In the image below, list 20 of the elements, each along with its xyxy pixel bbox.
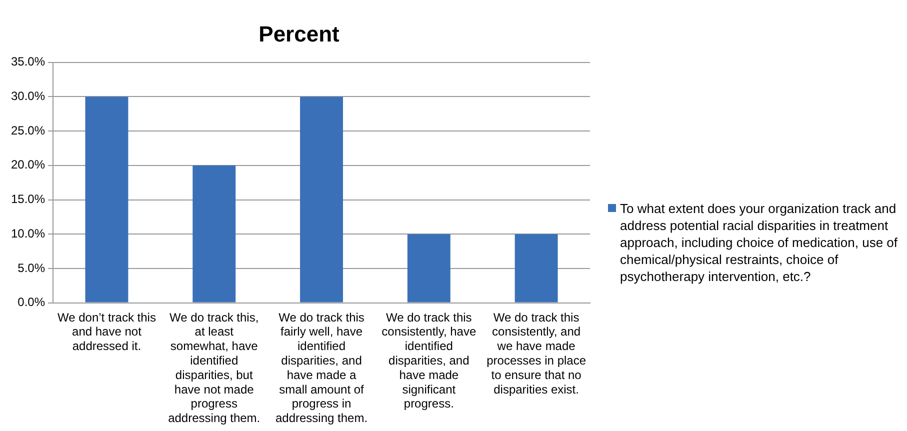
bar <box>407 234 450 302</box>
bar <box>300 96 343 302</box>
bar <box>192 165 236 302</box>
bar <box>514 234 558 302</box>
y-tick-label: 5.0% <box>18 260 46 275</box>
x-tick-label: We do track this, at least somewhat, have identified disparities, but have not made progress addressing them. <box>168 310 260 426</box>
y-tick-label: 25.0% <box>10 123 46 138</box>
y-tick-label: 15.0% <box>10 192 46 206</box>
y-tick-label: 30.0% <box>10 89 46 104</box>
legend-label: To what extent does your organization track and address potential racial disparities in treatment approach, including choice of medication, use of chemical/physical restraints, choice of psychotherapy intervention, etc.? <box>620 200 899 285</box>
x-tick-label: We do track this consistently, and we have made processes in place to ensure that no disparities exist. <box>486 310 586 396</box>
y-tick-label: 35.0% <box>10 54 46 69</box>
bar <box>85 96 128 302</box>
chart-title: Percent <box>258 21 340 46</box>
x-tick-label: We don’t track this and have not addressed it. <box>57 310 156 354</box>
y-tick-label: 20.0% <box>10 158 46 172</box>
x-tick-label: We do track this consistently, have identified disparities, and have made significant progress. <box>382 310 476 411</box>
x-tick-label: We do track this fairly well, have identified disparities, and have made a small amount of progress in addressing them. <box>275 310 368 426</box>
y-tick-label: 10.0% <box>10 226 46 240</box>
y-tick-label: 0.0% <box>18 295 46 310</box>
